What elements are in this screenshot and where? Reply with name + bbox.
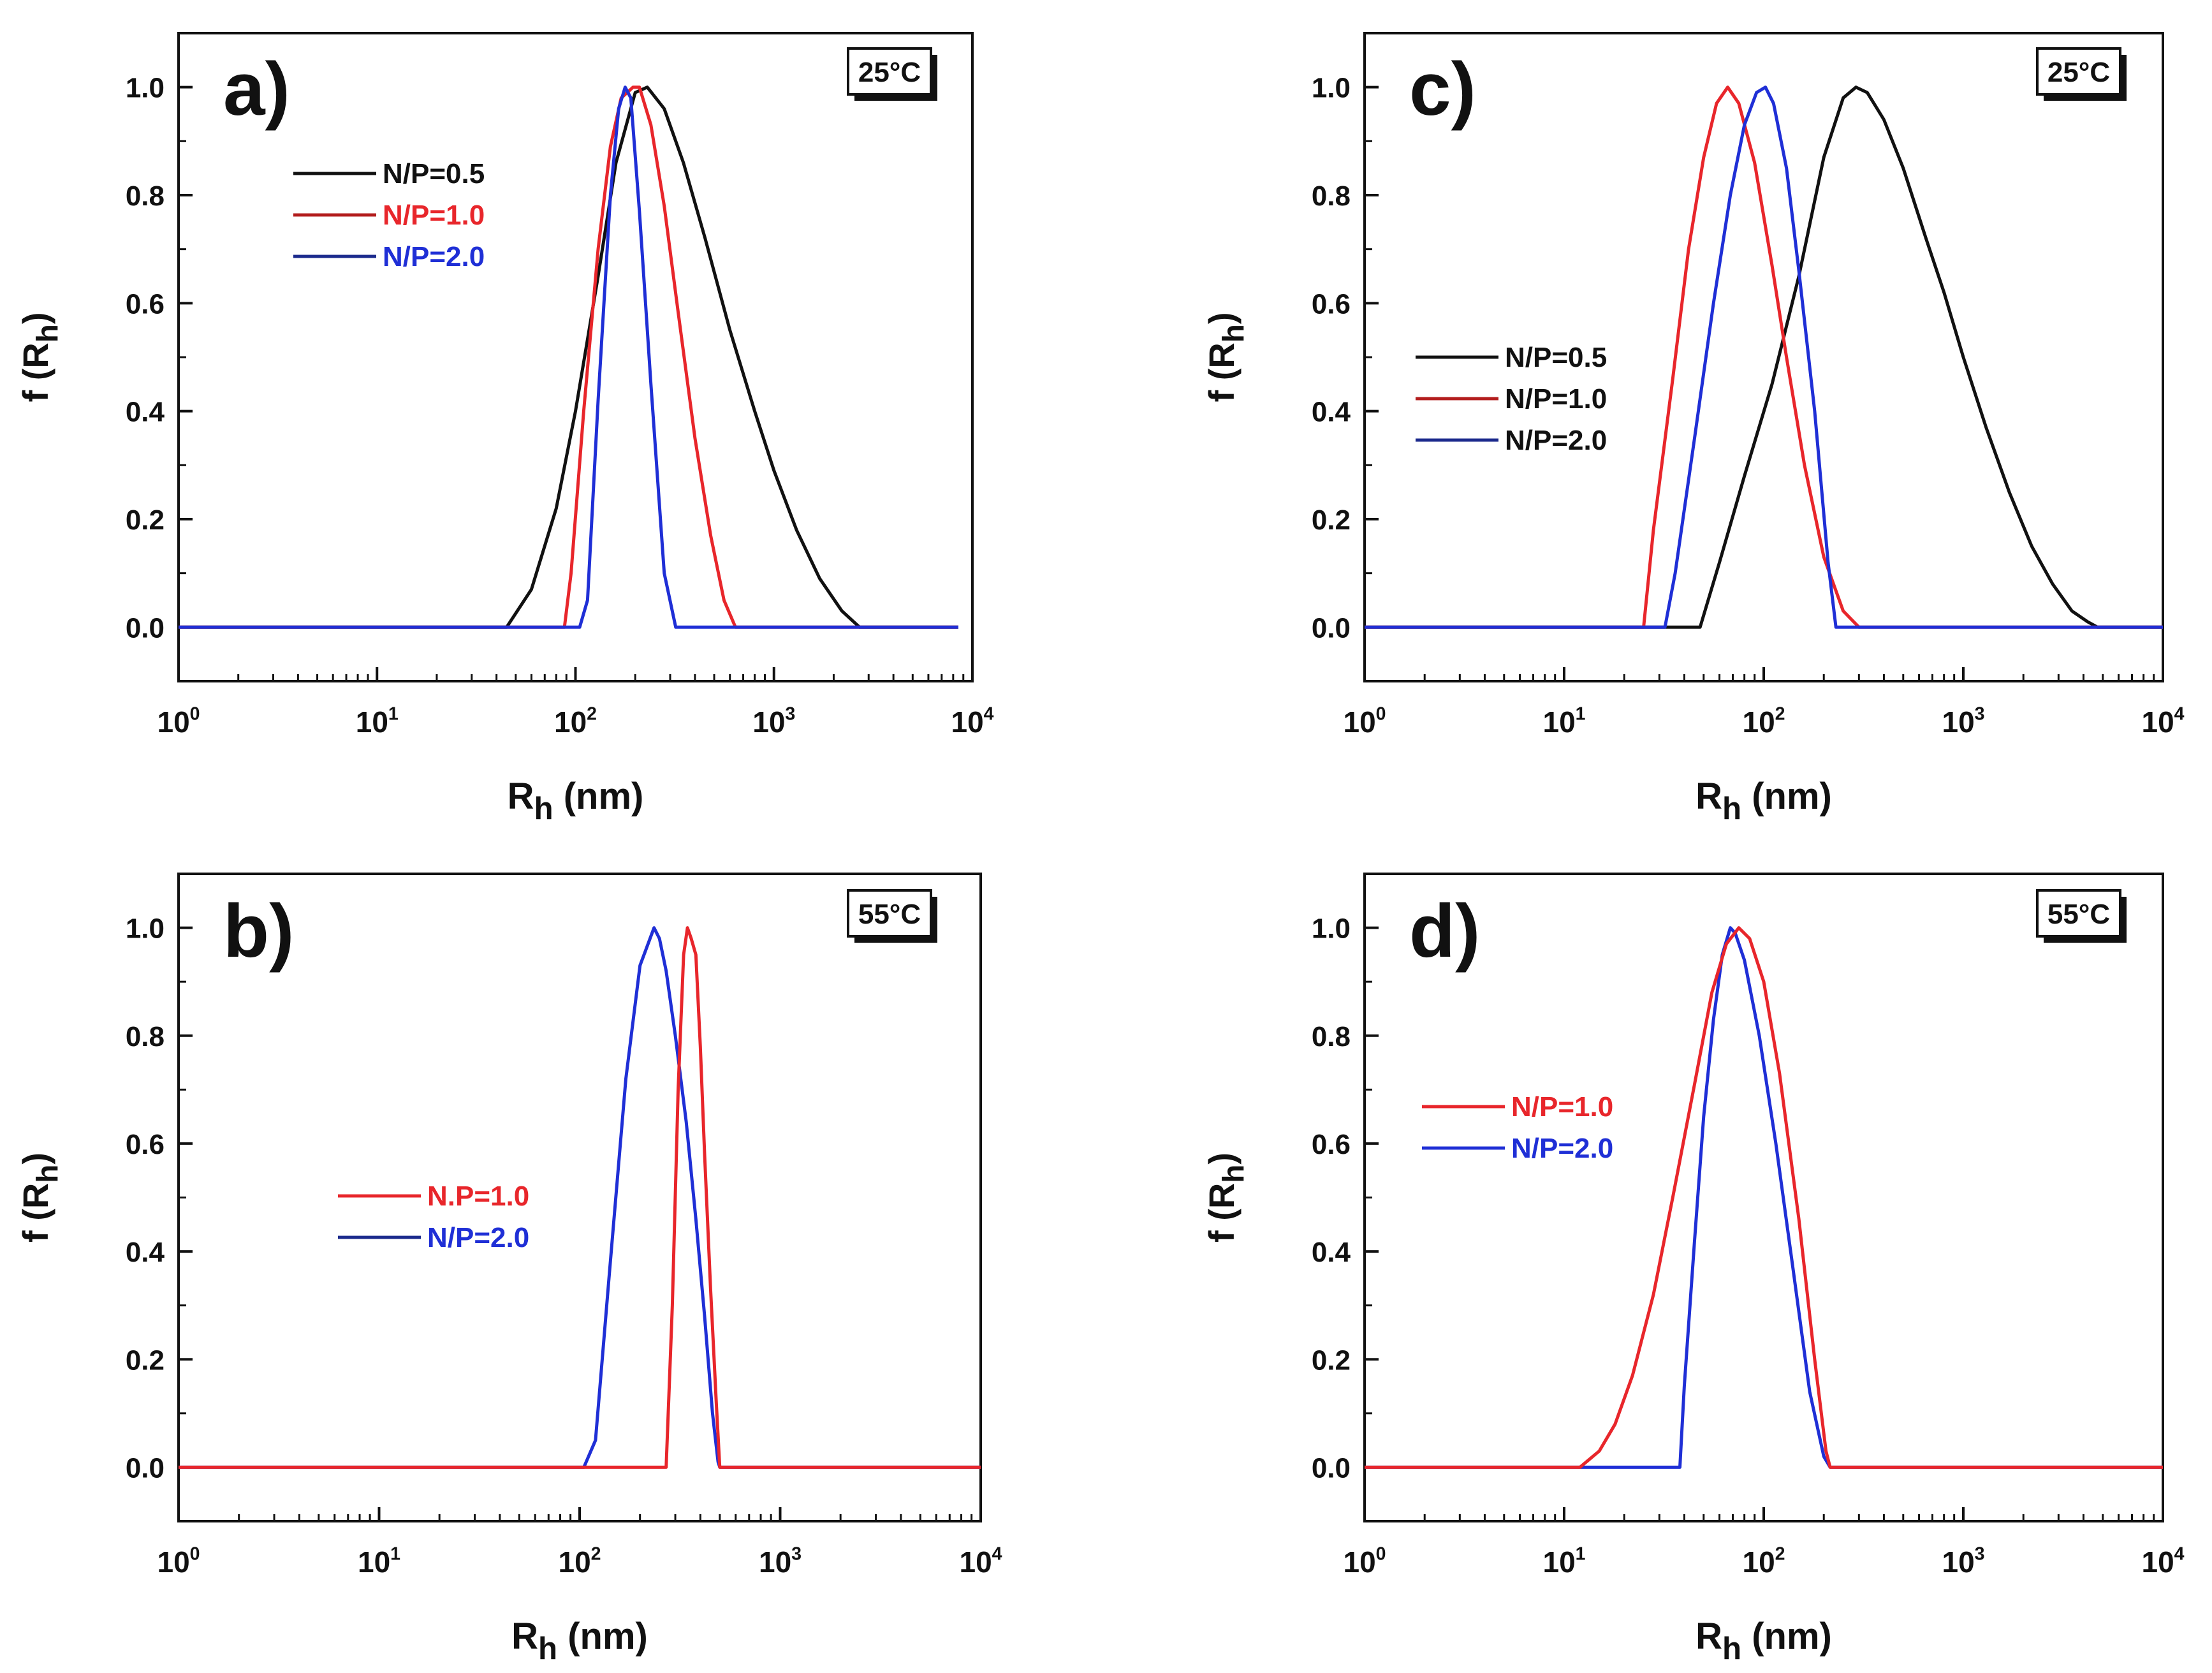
y-tick-label: 0.2 [126,505,165,536]
x-tick-label: 104 [951,704,993,739]
chart-panel-a: 100 101 102 103 104 0.0 0.2 0.4 0.6 0.8 1.0 Rh (nm)… [15,32,994,826]
series-line-np20 [1365,926,2163,1469]
series-line-np20 [179,926,981,1469]
y-axis-label: f (Rh) [15,312,65,402]
chart-panel-b: 100 101 102 103 104 0.0 0.2 0.4 0.6 0.8 1.0 Rh (nm)… [15,873,1002,1666]
legend-label: N/P=1.0 [1505,383,1607,415]
y-tick-label: 1.0 [126,73,165,104]
temperature-label: 25°C [858,57,921,88]
y-tick-label: 1.0 [1312,73,1351,104]
temperature-box [847,889,932,938]
y-tick-label: 0.0 [126,612,165,644]
temperature-label: 25°C [2047,57,2110,88]
y-tick-label: 1.0 [1312,913,1351,945]
x-tick-label: 100 [1343,704,1386,739]
legend-label: N/P=2.0 [427,1222,529,1253]
y-tick-label: 0.2 [1312,1345,1351,1376]
temperature-box [2036,47,2121,96]
x-tick-label: 102 [554,704,597,739]
x-axis-label: Rh (nm) [1696,776,1832,826]
x-tick-label: 103 [752,704,795,739]
panel-label: d) [1409,889,1480,973]
x-tick-label: 103 [1942,704,1984,739]
plot-frame [177,873,982,1522]
series-line-np10 [179,926,981,1469]
chart-panel-d: 100 101 102 103 104 0.0 0.2 0.4 0.6 0.8 1.0 Rh (nm)… [1201,873,2185,1666]
x-tick-label: 100 [157,704,200,739]
legend-label: N/P=1.0 [383,200,485,231]
temperature-label: 55°C [2047,899,2110,930]
y-tick-label: 0.6 [126,1129,165,1160]
y-tick-label: 0.4 [1312,397,1351,428]
temperature-box [2036,889,2121,938]
series-line-np20 [179,85,958,629]
x-tick-label: 101 [356,704,399,739]
legend-label: N/P=2.0 [1511,1133,1613,1164]
temperature-box [847,47,932,96]
x-tick-label: 100 [157,1544,200,1579]
series-line-np20 [1365,85,2163,629]
y-tick-label: 0.2 [1312,505,1351,536]
y-tick-label: 0.6 [126,288,165,320]
x-tick-label: 103 [759,1544,802,1579]
y-tick-label: 0.8 [126,181,165,212]
y-tick-label: 0.8 [1312,181,1351,212]
y-tick-label: 0.4 [1312,1237,1351,1268]
x-tick-label: 101 [1542,704,1585,739]
x-tick-label: 102 [1742,1544,1785,1579]
plot-frame [177,32,974,682]
legend-label: N/P=0.5 [1505,342,1607,373]
x-tick-label: 101 [358,1544,400,1579]
legend-label: N/P=0.5 [383,158,485,189]
x-tick-label: 104 [2141,1544,2184,1579]
legend-label: N.P=1.0 [427,1181,529,1212]
series-line-np10 [179,85,958,629]
y-axis-label: f (Rh) [1201,1153,1251,1242]
x-axis-label: Rh (nm) [1696,1616,1832,1666]
legend-label: N/P=2.0 [383,241,485,272]
panel-label: b) [223,889,294,973]
series-line-np05 [1365,85,2163,629]
x-axis-label: Rh (nm) [511,1616,648,1666]
y-tick-label: 0.8 [126,1021,165,1052]
panel-label: c) [1409,47,1476,131]
y-axis-label: f (Rh) [15,1153,65,1242]
y-axis-label: f (Rh) [1201,312,1251,402]
y-tick-label: 0.0 [126,1452,165,1484]
x-axis-label: Rh (nm) [508,776,644,826]
y-tick-label: 0.6 [1312,288,1351,320]
series-line-np10 [1365,926,2163,1469]
panel-label: a) [223,47,290,131]
y-tick-label: 0.6 [1312,1129,1351,1160]
x-tick-label: 102 [558,1544,601,1579]
y-tick-label: 0.8 [1312,1021,1351,1052]
series-line-np05 [179,85,958,629]
y-tick-label: 0.2 [126,1345,165,1376]
x-tick-label: 102 [1742,704,1785,739]
y-tick-label: 0.0 [1312,1452,1351,1484]
legend-label: N/P=2.0 [1505,425,1607,456]
x-tick-label: 103 [1942,1544,1984,1579]
temperature-label: 55°C [858,899,921,930]
y-tick-label: 1.0 [126,913,165,945]
x-tick-label: 104 [2141,704,2184,739]
x-tick-label: 104 [959,1544,1002,1579]
x-tick-label: 100 [1343,1544,1386,1579]
x-tick-label: 101 [1542,1544,1585,1579]
y-tick-label: 0.4 [126,397,165,428]
plot-frame [1363,873,2164,1522]
y-tick-label: 0.0 [1312,612,1351,644]
chart-panel-c: 100 101 102 103 104 0.0 0.2 0.4 0.6 0.8 1.0 Rh (nm)… [1201,32,2185,826]
legend-label: N/P=1.0 [1511,1091,1613,1123]
y-tick-label: 0.4 [126,1237,165,1268]
